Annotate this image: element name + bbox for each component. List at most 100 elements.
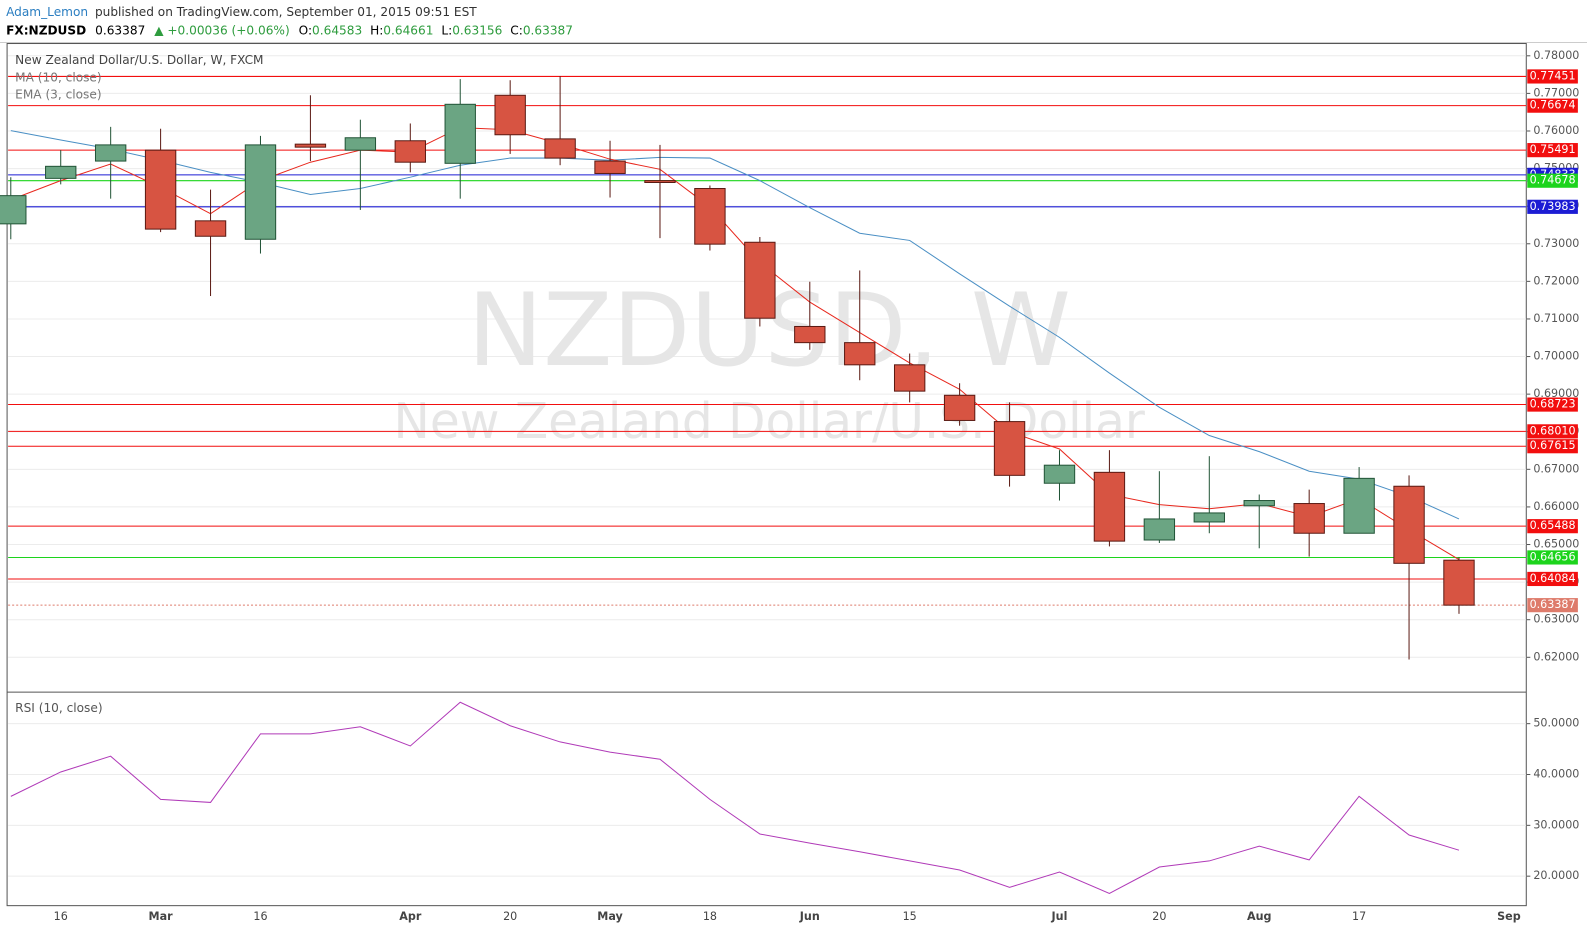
ohlc-key: H:	[370, 23, 383, 37]
x-tick-label: Sep	[1497, 910, 1521, 923]
price-level-label: 0.74678	[1530, 174, 1576, 187]
candle-body	[1443, 559, 1475, 606]
rsi-title: RSI (10, close)	[15, 701, 102, 715]
x-tick-label: 16	[253, 910, 267, 923]
chart-title: New Zealand Dollar/U.S. Dollar, W, FXCM	[15, 53, 263, 67]
price-level-label: 0.73983	[1530, 200, 1576, 213]
y-tick-label: 0.78000	[1533, 49, 1579, 62]
y-tick-label: 0.63000	[1533, 613, 1579, 626]
ohlc-value: 0.63156	[452, 23, 502, 37]
header-line-2: FX:NZDUSD 0.63387 ▲ +0.00036 (+0.06%) O:…	[6, 23, 573, 37]
price-level-label: 0.65488	[1530, 519, 1576, 532]
y-tick-label: 0.62000	[1533, 650, 1579, 663]
candle-body	[844, 342, 876, 366]
symbol: FX:NZDUSD	[6, 23, 86, 37]
candle-body	[1243, 500, 1275, 507]
price-level-tag	[1527, 199, 1578, 214]
candle-body	[644, 180, 676, 183]
y-tick-label: 0.73000	[1533, 237, 1579, 250]
candle-body	[444, 103, 476, 164]
price-level-tag	[1527, 69, 1578, 84]
line-series	[10, 701, 1460, 894]
watermark-subtitle: New Zealand Dollar/U.S. Dollar	[394, 394, 1145, 450]
x-tick-label: Jul	[1051, 910, 1068, 923]
price-level-tag	[1527, 571, 1578, 587]
y-tick-label: 0.76000	[1533, 124, 1579, 137]
x-tick-label: 16	[54, 910, 68, 923]
price-level-label: 0.63387	[1530, 598, 1576, 611]
ohlc-value: 0.64583	[312, 23, 362, 37]
price-level-tag	[1527, 98, 1578, 113]
header-line-1: Adam_Lemon published on TradingView.com,…	[6, 5, 477, 19]
candle-body	[943, 394, 976, 421]
candle-body	[144, 149, 177, 230]
ohlc-key: C:	[510, 23, 523, 37]
author[interactable]: Adam_Lemon	[6, 5, 88, 19]
price-level-tag	[1527, 439, 1578, 454]
ohlc-key: O:	[299, 23, 312, 37]
price: 0.63387	[95, 23, 145, 37]
candle-body	[244, 144, 277, 240]
candle-body	[394, 140, 426, 163]
x-tick-label: Aug	[1247, 910, 1272, 923]
price-level-tag	[1527, 143, 1578, 158]
y-tick-label: 20.0000	[1533, 869, 1579, 882]
y-tick-label: 50.0000	[1533, 717, 1579, 730]
candle-body	[694, 188, 726, 245]
change: ▲ +0.00036 (+0.06%)	[154, 23, 289, 37]
candle-body	[1193, 512, 1225, 523]
price-level-tag	[1527, 173, 1578, 188]
price-level-tag	[1527, 598, 1578, 613]
price-level-label: 0.67615	[1530, 439, 1576, 452]
y-tick-label: 0.70000	[1533, 350, 1579, 363]
published: published on TradingView.com, September …	[95, 5, 477, 19]
x-tick-label: May	[597, 910, 623, 923]
price-level-tag	[1527, 550, 1578, 565]
candle-body	[993, 421, 1026, 476]
candle-body	[45, 165, 77, 179]
y-tick-label: 0.67000	[1533, 462, 1579, 475]
price-level-label: 0.75491	[1530, 143, 1576, 156]
x-tick-label: 17	[1352, 910, 1366, 923]
legend-entry: EMA (3, close)	[15, 88, 101, 102]
candle-body	[544, 138, 576, 159]
price-level-tag	[1527, 519, 1578, 534]
candle-body	[1293, 503, 1325, 534]
x-tick-label: 15	[903, 910, 917, 923]
candle-body	[0, 195, 27, 225]
x-tick-label: Apr	[399, 910, 422, 923]
price-level-label: 0.77451	[1530, 69, 1576, 82]
ohlc-value: 0.64661	[383, 23, 433, 37]
candle-body	[294, 143, 327, 148]
candle-body	[194, 220, 227, 237]
price-level-label: 0.64656	[1530, 550, 1576, 563]
panel-frame	[6, 43, 1527, 907]
candle-body	[494, 94, 526, 136]
y-tick-label: 0.72000	[1533, 274, 1579, 287]
candle-body	[1043, 464, 1076, 484]
y-tick-label: 0.71000	[1533, 312, 1579, 325]
candle-body	[893, 364, 926, 392]
y-tick-label: 0.66000	[1533, 500, 1579, 513]
x-tick-label: 18	[703, 910, 717, 923]
price-level-tag	[1527, 424, 1578, 439]
candle-body	[344, 137, 377, 151]
x-tick-label: 20	[1152, 910, 1166, 923]
candle-body	[1343, 477, 1375, 534]
price-level-tag	[1527, 397, 1578, 412]
candle-body	[794, 325, 826, 344]
y-tick-label: 0.77000	[1533, 86, 1579, 99]
candle-body	[1093, 471, 1126, 542]
price-level-label: 0.76674	[1530, 99, 1576, 112]
candle-body	[1393, 485, 1425, 564]
price-level-label: 0.68010	[1530, 424, 1576, 437]
ohlc-key: L:	[441, 23, 452, 37]
candle-body	[1143, 518, 1176, 541]
candle-body	[94, 144, 127, 162]
price-level-label: 0.64084	[1530, 572, 1576, 585]
y-tick-label: 0.65000	[1533, 538, 1579, 551]
price-level-label: 0.68723	[1530, 398, 1576, 411]
candle-body	[594, 160, 626, 174]
y-tick-label: 0.69000	[1533, 387, 1579, 400]
